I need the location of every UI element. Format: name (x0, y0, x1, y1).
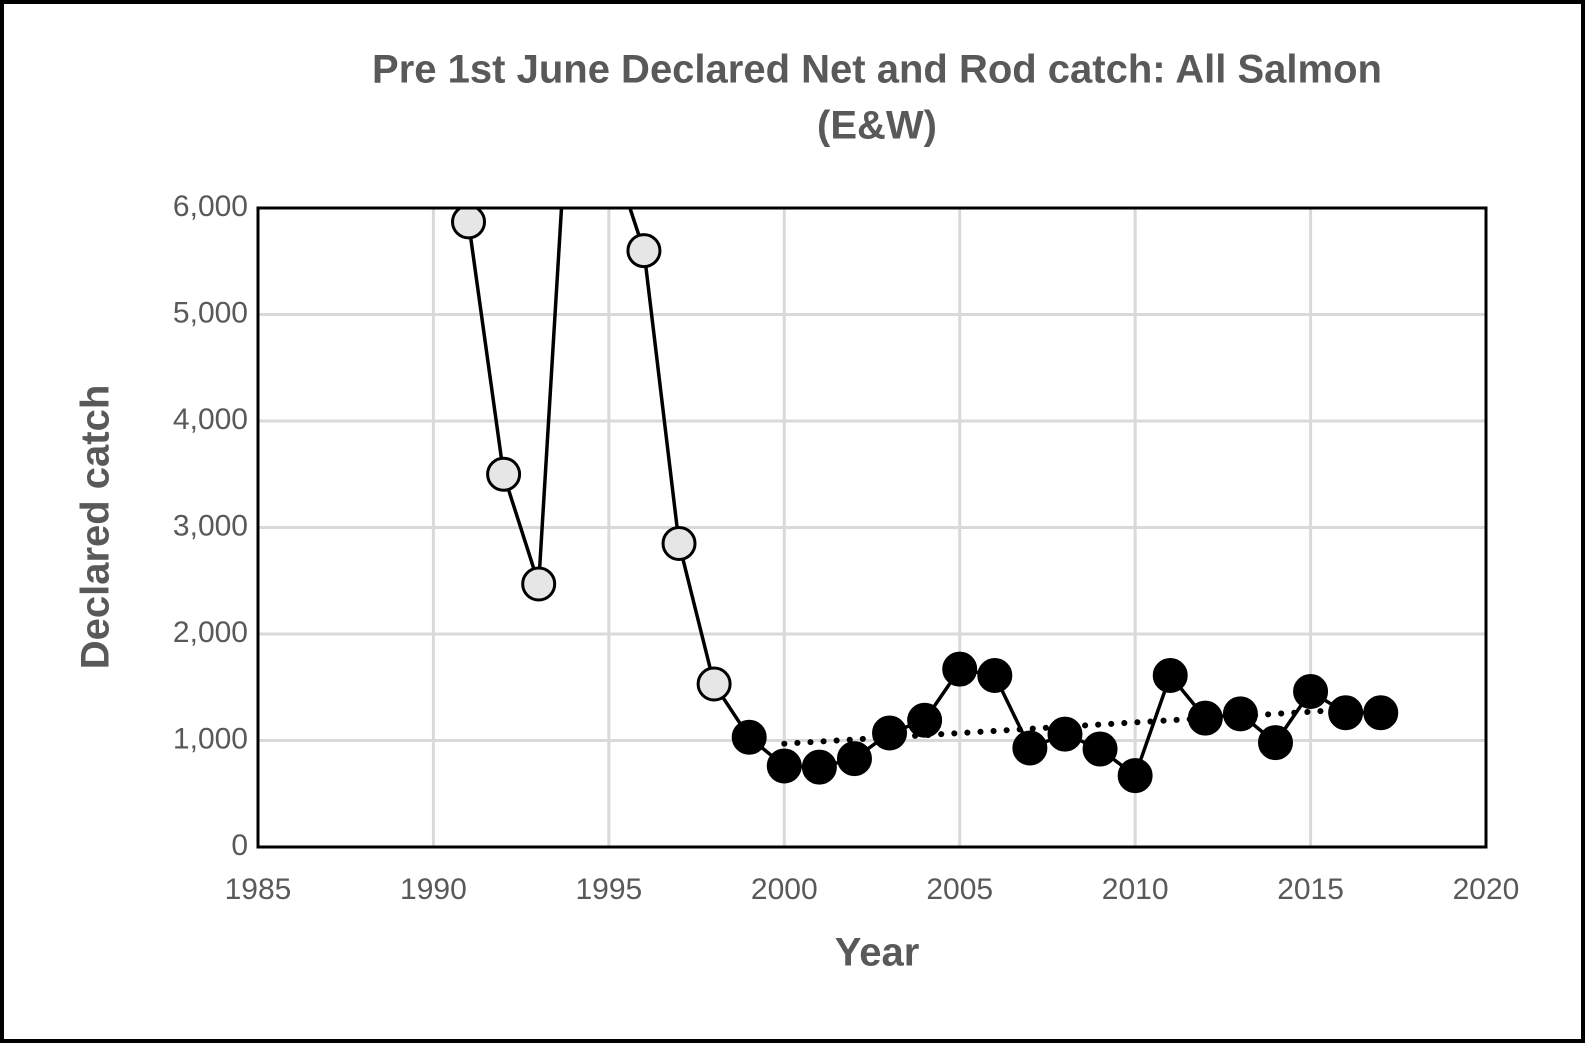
plot-area (451, 208, 1399, 794)
x-tick-label: 1985 (225, 873, 292, 906)
marker (1293, 674, 1329, 710)
marker (907, 702, 943, 738)
chart-title: (E&W) (817, 104, 937, 148)
marker (1328, 695, 1364, 731)
marker (1117, 758, 1153, 794)
x-tick-label: 1995 (575, 873, 642, 906)
marker (731, 719, 767, 755)
marker (836, 741, 872, 777)
chart-title: Pre 1st June Declared Net and Rod catch:… (372, 48, 1382, 92)
y-tick-label: 6,000 (173, 190, 248, 223)
x-tick-label: 2015 (1277, 873, 1344, 906)
y-axis-label: Declared catch (74, 385, 118, 670)
marker (872, 715, 908, 751)
x-tick-label: 2020 (1453, 873, 1520, 906)
marker (1047, 716, 1083, 752)
y-tick-label: 5,000 (173, 296, 248, 329)
marker (451, 208, 487, 240)
marker (1222, 696, 1258, 732)
marker (521, 566, 557, 602)
marker (977, 658, 1013, 694)
plot-border (256, 206, 1488, 849)
marker (696, 666, 732, 702)
x-tick-label: 2005 (926, 873, 993, 906)
x-tick-label: 1990 (400, 873, 467, 906)
marker (661, 525, 697, 561)
marker (766, 748, 802, 784)
marker (801, 749, 837, 785)
x-axis-label: Year (835, 931, 920, 975)
marker (626, 233, 662, 269)
marker (1082, 731, 1118, 767)
y-tick-label: 2,000 (173, 616, 248, 649)
marker (1012, 730, 1048, 766)
x-tick-label: 2010 (1102, 873, 1169, 906)
y-tick-label: 3,000 (173, 509, 248, 542)
y-tick-label: 1,000 (173, 722, 248, 755)
y-tick-label: 4,000 (173, 403, 248, 436)
marker (942, 651, 978, 687)
marker (1152, 658, 1188, 694)
x-tick-label: 2000 (751, 873, 818, 906)
y-tick-label: 0 (231, 829, 248, 862)
marker (1257, 725, 1293, 761)
marker (1187, 700, 1223, 736)
marker (486, 456, 522, 492)
marker (1363, 695, 1399, 731)
